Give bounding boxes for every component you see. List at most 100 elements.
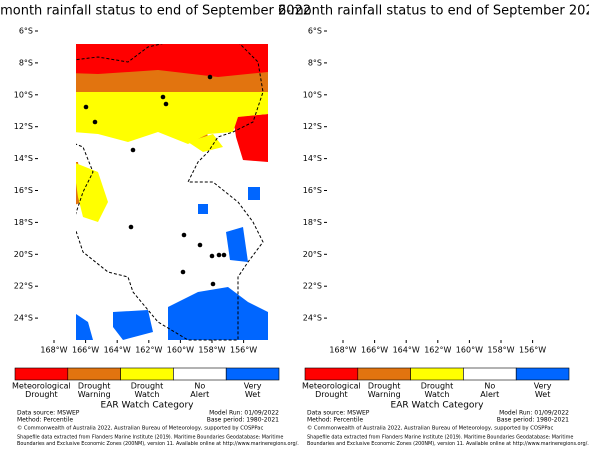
footer-text: Model Run: 01/09/2022 (209, 410, 279, 417)
x-tick-label: 156°W (519, 346, 546, 355)
region (372, 132, 417, 162)
legend-label: Warning (78, 390, 111, 399)
x-tick-label: 168°W (329, 346, 356, 355)
legend-label: Drought (78, 382, 111, 391)
eez-boundary (327, 27, 552, 340)
y-tick-label: 16°S (14, 186, 33, 195)
footer-text: © Commonwealth of Australia 2022, Austra… (17, 425, 263, 432)
x-tick-label: 160°W (167, 346, 194, 355)
region (327, 117, 372, 157)
legend-label: Drought (25, 390, 58, 399)
region (76, 314, 93, 340)
legend-swatch (357, 367, 411, 381)
region (113, 310, 153, 340)
y-tick-label: 18°S (14, 218, 33, 227)
footer-text: Base period: 1980-2021 (207, 417, 279, 424)
y-tick-label: 18°S (303, 218, 322, 227)
region (527, 137, 557, 157)
legend-swatch (410, 367, 464, 381)
y-tick-label: 8°S (308, 58, 322, 67)
x-tick-label: 162°W (135, 346, 162, 355)
region (457, 134, 479, 154)
footer-text: Data source: MSWEP (307, 410, 370, 417)
region (327, 80, 557, 120)
island (506, 253, 511, 258)
map (327, 22, 557, 340)
footer-text: Model Run: 01/09/2022 (499, 410, 569, 417)
y-tick-label: 10°S (303, 90, 322, 99)
footer-text: Boundaries and Exclusive Economic Zones … (17, 441, 299, 447)
island (497, 75, 502, 80)
island (471, 233, 476, 238)
y-tick-label: 22°S (303, 282, 322, 291)
island (128, 224, 134, 230)
island (197, 242, 203, 248)
footer-text: Boundaries and Exclusive Economic Zones … (307, 441, 589, 447)
x-tick-label: 156°W (230, 346, 257, 355)
legend-swatch (225, 367, 280, 381)
island (207, 74, 213, 80)
island (180, 269, 186, 275)
region (452, 290, 527, 337)
legend-swatch (515, 367, 570, 381)
region (342, 244, 377, 277)
legend-label: Watch (425, 390, 450, 399)
y-tick-label: 24°S (303, 314, 322, 323)
x-tick-label: 166°W (361, 346, 388, 355)
island (181, 232, 187, 238)
island (210, 281, 216, 287)
region (233, 114, 268, 162)
island (511, 253, 516, 258)
island (160, 94, 166, 100)
y-tick-label: 14°S (14, 154, 33, 163)
legend-swatch (120, 367, 174, 381)
y-tick-label: 12°S (303, 122, 322, 131)
legend-label: Very (244, 382, 262, 391)
legend-label: Warning (368, 390, 401, 399)
footer-text: Base period: 1980-2021 (497, 417, 569, 424)
y-tick-label: 16°S (303, 186, 322, 195)
legend-swatch (173, 367, 227, 381)
x-tick-label: 158°W (198, 346, 225, 355)
map-panel: 12-month rainfall status to end of Septe… (0, 4, 311, 448)
region (327, 106, 477, 137)
x-tick-label: 164°W (393, 346, 420, 355)
legend-label: Drought (315, 390, 348, 399)
island (382, 120, 387, 125)
legend-label: Very (534, 382, 552, 391)
region (226, 227, 248, 262)
legend-swatch (463, 367, 517, 381)
island (163, 101, 169, 107)
x-tick-label: 164°W (104, 346, 131, 355)
y-tick-label: 8°S (19, 58, 33, 67)
y-tick-label: 22°S (14, 282, 33, 291)
map-panel: 6-month rainfall status to end of Septem… (278, 4, 589, 448)
legend-title: EAR Watch Category (101, 401, 195, 411)
legend-label: No (194, 382, 205, 391)
y-tick-label: 20°S (14, 250, 33, 259)
footer-text: Shapefile data extracted from Flanders M… (17, 435, 283, 441)
legend-swatch (14, 367, 69, 381)
y-tick-label: 20°S (303, 250, 322, 259)
x-tick-label: 162°W (424, 346, 451, 355)
legend-label: Drought (368, 382, 401, 391)
island (130, 147, 136, 153)
footer-text: Data source: MSWEP (17, 410, 80, 417)
island (221, 252, 227, 258)
legend-label: Wet (535, 390, 551, 399)
island (420, 148, 425, 153)
legend-label: Alert (480, 390, 499, 399)
legend-swatch (304, 367, 359, 381)
legend-label: Drought (421, 382, 454, 391)
eez-boundary (76, 44, 264, 341)
y-tick-label: 14°S (303, 154, 322, 163)
island (373, 105, 378, 110)
footer-text: Method: Percentile (17, 417, 73, 424)
island (216, 252, 222, 258)
region (76, 44, 268, 77)
footer-text: © Commonwealth of Australia 2022, Austra… (307, 425, 553, 432)
legend-label: Drought (131, 382, 164, 391)
x-tick-label: 166°W (72, 346, 99, 355)
y-tick-label: 12°S (14, 122, 33, 131)
